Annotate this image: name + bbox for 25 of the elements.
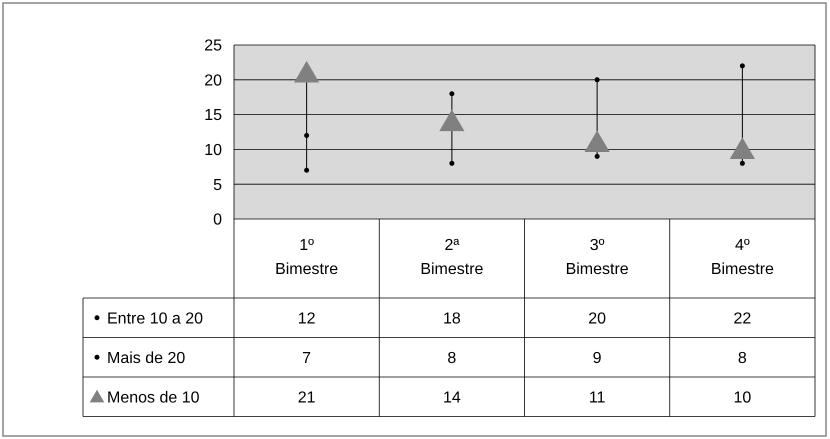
y-tick-label: 25 (204, 38, 222, 55)
y-tick-label: 20 (204, 72, 222, 90)
legend-label: Menos de 10 (107, 389, 200, 406)
x-tick-label: 3º Bimestre (566, 237, 629, 278)
data-label: 20 (588, 310, 606, 328)
y-tick-label: 10 (204, 142, 222, 159)
data-label: 14 (442, 389, 461, 406)
data-label: 7 (302, 350, 312, 367)
data-label: 8 (738, 350, 747, 367)
data-label: 18 (442, 310, 461, 328)
data-label: 12 (298, 310, 316, 328)
x-tick-label: 1º Bimestre (275, 237, 338, 278)
y-tick-label: 0 (213, 212, 222, 229)
y-tick-label: 5 (213, 176, 222, 194)
data-label: 10 (733, 389, 752, 406)
data-label: 21 (298, 389, 316, 406)
legend-label: Entre 10 a 20 (107, 310, 204, 328)
data-label: 8 (447, 350, 456, 367)
x-tick-label: 2ª Bimestre (420, 237, 484, 278)
y-tick-label: 15 (204, 107, 222, 124)
data-label: 22 (733, 310, 752, 328)
data-label: 9 (592, 350, 602, 367)
legend-label: Mais de 20 (107, 350, 186, 367)
data-label: 11 (588, 389, 606, 406)
x-tick-label: 4º Bimestre (710, 237, 774, 278)
